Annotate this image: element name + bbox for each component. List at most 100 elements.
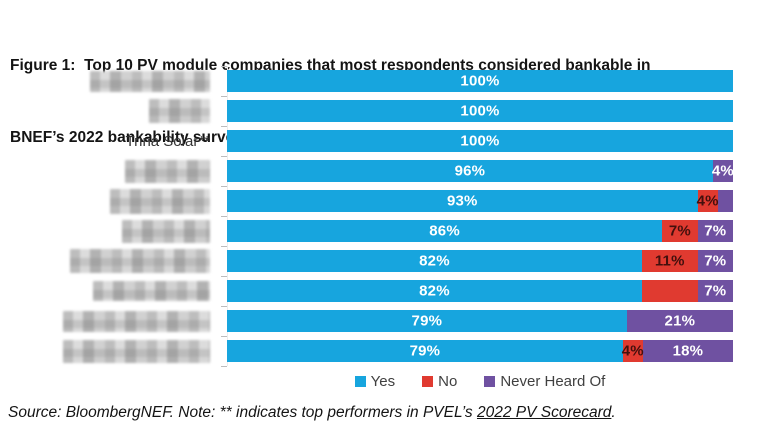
bar-value-label: 7% [704, 222, 727, 240]
bar-value-label: 4% [621, 342, 644, 360]
bar-segment-never-heard-of: 4% [711, 160, 734, 182]
bar-value-label: 7% [704, 252, 727, 270]
legend-marker-yes-icon [354, 375, 366, 387]
legend: Yes No Never Heard Of [227, 371, 733, 391]
chart-row: Trina Solar** 100% [0, 126, 733, 156]
bar-segment-never-heard-of: 7% [697, 250, 733, 272]
bar-value-label: 100% [460, 102, 500, 120]
source-note: Source: BloombergNEF. Note: ** indicates… [8, 402, 776, 424]
bar: 79% 21% [227, 306, 733, 336]
bar-segment-no: 4% [621, 340, 644, 362]
company-label [0, 156, 227, 186]
bar: 100% [227, 126, 733, 156]
chart-row: 82% 7% [0, 276, 733, 306]
source-link-2022-pv-scorecard[interactable]: 2022 PV Scorecard [476, 404, 612, 421]
bar-segment-yes: 100% [227, 70, 733, 92]
bar-segment-never-heard-of: 18% [642, 340, 733, 362]
bar-value-label: 79% [411, 312, 443, 330]
figure-title-line1: Figure 1: Top 10 PV module companies tha… [10, 57, 651, 74]
bar-value-label: 100% [460, 132, 500, 150]
bar-value-label: 79% [409, 342, 441, 360]
legend-label: Yes [370, 372, 396, 390]
chart-row: 82% 11% 7% [0, 246, 733, 276]
bar: 93% 4% [227, 186, 733, 216]
chart-row: 100% [0, 66, 733, 96]
category-axis-line [227, 66, 228, 366]
bar-value-label: 11% [654, 252, 685, 270]
bar-value-label: 82% [419, 282, 450, 300]
company-label [0, 246, 227, 276]
company-label [0, 336, 227, 366]
legend-item-no: No [422, 373, 457, 390]
redacted-company-label [122, 219, 210, 243]
bar-value-label: 82% [419, 252, 450, 270]
chart-row: 100% [0, 96, 733, 126]
bar-value-label: 86% [429, 222, 460, 240]
legend-label: Never Heard Of [500, 372, 606, 390]
bar-segment-yes: 93% [227, 190, 698, 212]
axis-tick [221, 366, 227, 367]
chart-row: 86% 7% 7% [0, 216, 733, 246]
bar: 79% 4% 18% [227, 336, 733, 366]
redacted-company-label [70, 249, 210, 273]
chart-plot-area: 100% 100% Trina Solar** 100% 96% 4% 93% 4%… [0, 66, 734, 367]
bar-segment-yes: 79% [227, 340, 623, 362]
redacted-company-label [93, 281, 210, 301]
bar-value-label: 100% [460, 72, 500, 90]
bar-value-label: 93% [446, 192, 478, 210]
bar: 96% 4% [227, 156, 734, 186]
company-label [0, 276, 227, 306]
chart-row: 93% 4% [0, 186, 733, 216]
legend-item-never-heard-of: Never Heard Of [484, 373, 605, 390]
bar-value-label: 4% [696, 192, 719, 210]
bar-value-label: 21% [664, 312, 696, 330]
bar: 86% 7% 7% [227, 216, 733, 246]
bar-value-label: 96% [454, 162, 486, 180]
bar-segment-yes: 86% [227, 220, 663, 242]
company-label [0, 306, 227, 336]
source-text-period: . [611, 404, 616, 421]
bar: 100% [227, 96, 733, 126]
bar-segment-yes: 100% [227, 100, 733, 122]
company-label [0, 96, 227, 126]
redacted-company-label [63, 339, 210, 363]
bar-value-label: 18% [672, 342, 704, 360]
legend-item-yes: Yes [354, 372, 396, 390]
bar-segment-yes: 79% [227, 310, 627, 332]
bar-segment-never-heard-of: 7% [697, 220, 733, 242]
bar-segment-never-heard-of: 7% [697, 280, 733, 302]
redacted-company-label [90, 70, 210, 92]
bar-segment-yes: 82% [227, 250, 642, 272]
bar: 82% 7% [227, 276, 733, 306]
legend-marker-never-heard-of-icon [484, 375, 496, 387]
company-label [0, 186, 227, 216]
bar-value-label: 7% [704, 282, 727, 300]
bar-segment-yes: 96% [227, 160, 713, 182]
redacted-company-label [149, 99, 210, 123]
bar-segment-never-heard-of [717, 190, 733, 212]
legend-marker-no-icon [422, 375, 434, 387]
redacted-company-label [110, 188, 210, 214]
company-label [0, 66, 227, 96]
chart-row: 79% 4% 18% [0, 336, 733, 366]
company-label [0, 216, 227, 246]
chart-row: 96% 4% [0, 156, 734, 186]
bar-segment-no: 7% [662, 220, 698, 242]
bar-segment-no: 11% [641, 250, 698, 272]
legend-label: No [438, 372, 458, 390]
chart-row: 79% 21% [0, 306, 733, 336]
source-text: Source: BloombergNEF. Note: ** indicates… [8, 404, 477, 421]
bar: 100% [227, 66, 733, 96]
bar: 82% 11% 7% [227, 246, 733, 276]
bar-value-label: 7% [668, 222, 691, 240]
redacted-company-label [125, 159, 210, 183]
bar-segment-never-heard-of: 21% [626, 310, 733, 332]
company-label: Trina Solar** [125, 132, 210, 150]
redacted-company-label [63, 310, 210, 332]
bar-value-label: 4% [711, 162, 734, 180]
bar-segment-yes: 82% [227, 280, 642, 302]
bar-segment-no [641, 280, 698, 302]
bar-segment-no: 4% [696, 190, 719, 212]
bar-segment-yes: 100% [227, 130, 733, 152]
